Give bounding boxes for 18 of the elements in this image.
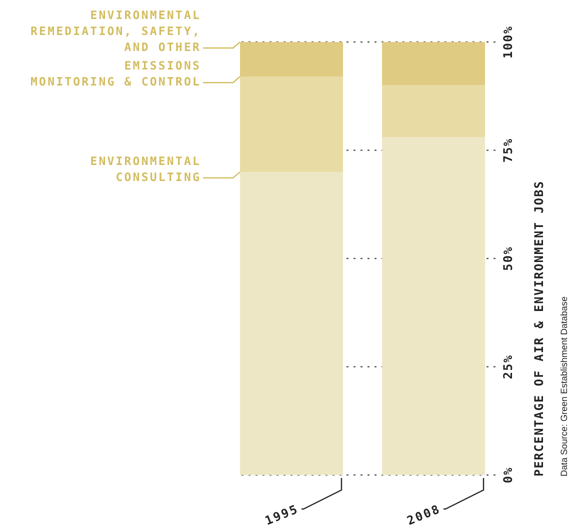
bar	[382, 85, 485, 138]
y-tick-label: 75%	[501, 138, 515, 163]
text: ENVIRONMENTAL CONSULTING	[90, 154, 201, 184]
y-tick-label: 25%	[501, 354, 515, 380]
y-axis-title: PERCENTAGE OF AIR & ENVIRONMENT JOBS	[532, 180, 546, 477]
source-note: Data Source: Green Establishment Database	[559, 296, 569, 477]
bar	[240, 42, 343, 77]
text: EMISSIONS MONITORING & CONTROL	[30, 58, 201, 89]
bar	[240, 76, 343, 172]
y-tick-label: 0%	[501, 466, 515, 484]
bar	[382, 42, 485, 86]
bar	[240, 172, 343, 475]
x-tick-label: 1995	[263, 502, 301, 528]
y-tick-label: 100%	[501, 26, 515, 58]
x-tick-label: 2008	[405, 502, 443, 528]
y-tick-label: 50%	[501, 246, 515, 271]
bar	[382, 137, 485, 475]
text: ENVIRONMENTAL REMEDIATION, SAFETY, AND OTHER	[30, 8, 201, 54]
